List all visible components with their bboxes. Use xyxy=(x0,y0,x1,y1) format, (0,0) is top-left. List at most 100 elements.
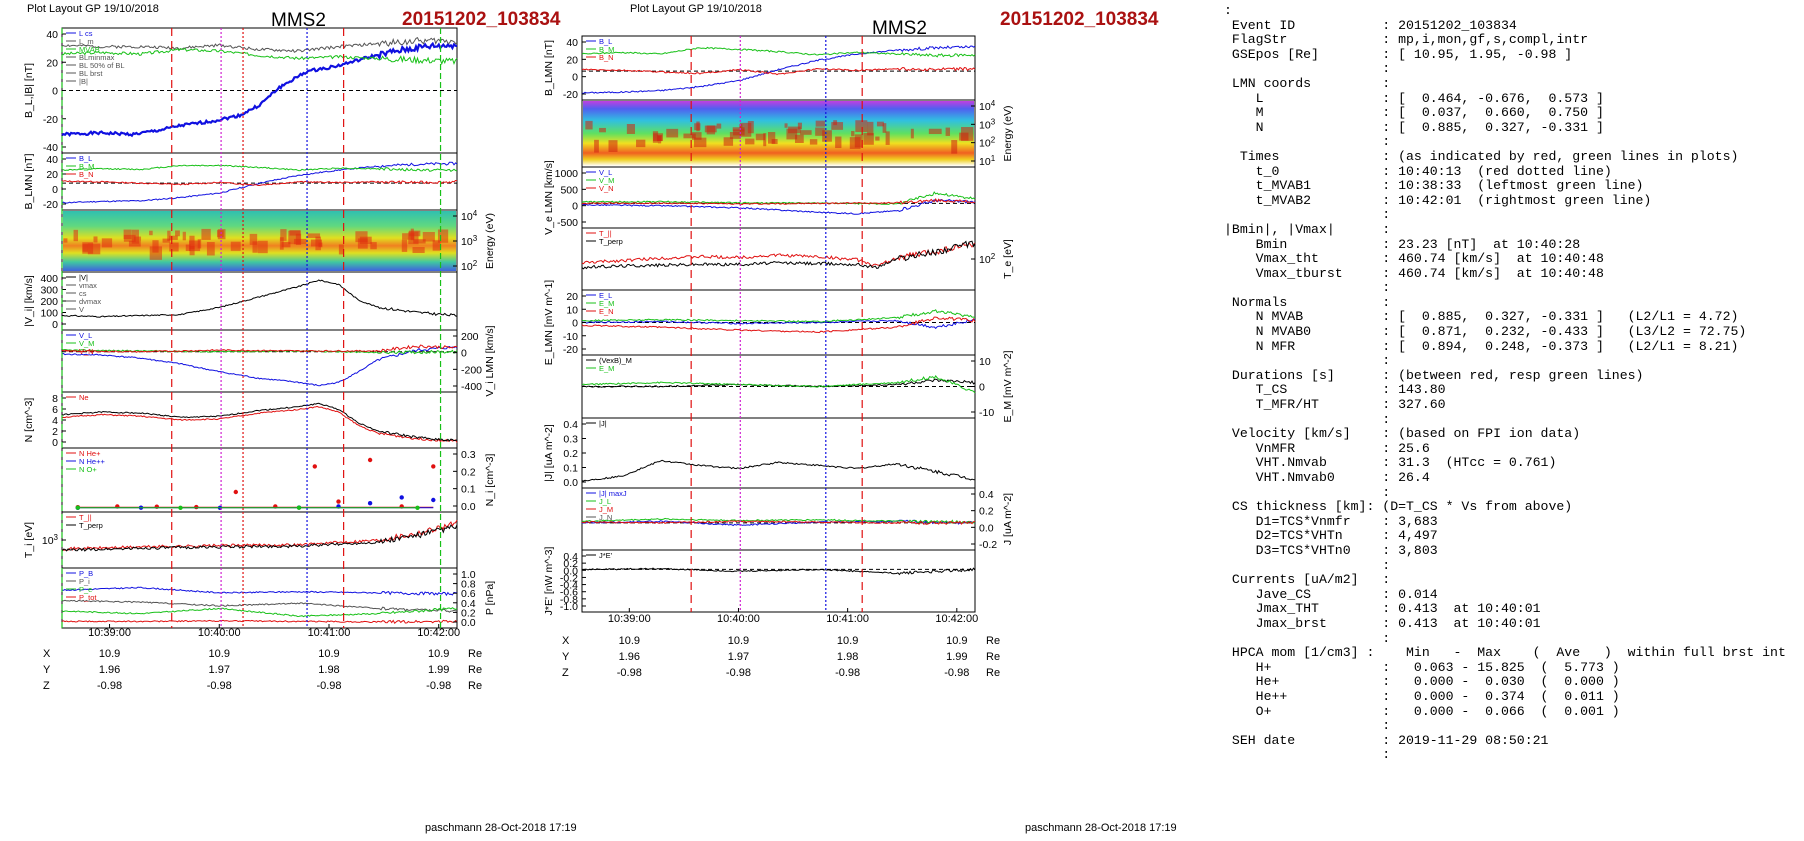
legend-entry: B_M xyxy=(79,162,94,171)
legend-entry: P_B xyxy=(79,569,93,578)
y-tick-label: -20 xyxy=(563,89,578,101)
y-tick-label: 0 xyxy=(52,437,58,449)
y-tick-label: 10 xyxy=(979,356,991,368)
y-tick-label: 0.2 xyxy=(563,558,578,570)
spectrogram-patch xyxy=(289,230,301,236)
y-tick-label: 0.0 xyxy=(563,565,578,577)
spectrogram-patch xyxy=(788,126,801,134)
legend-entry: BL 50% of BL xyxy=(79,61,125,70)
y-axis-label: B_LMN [nT] xyxy=(543,40,555,96)
info-line: N MVAB0 : [ 0.871, 0.232, -0.433 ] (L3/L… xyxy=(1224,325,1747,340)
legend-entry: V xyxy=(79,305,84,314)
spectrogram-patch xyxy=(189,240,201,252)
spectrogram-patch xyxy=(318,242,323,248)
series-line xyxy=(581,241,976,267)
spectrogram-patch xyxy=(82,244,88,252)
legend-entry: B_N xyxy=(79,170,94,179)
y-tick-label: 20 xyxy=(566,291,578,303)
legend-entry: E_M xyxy=(599,299,614,308)
y-tick-label: 20 xyxy=(46,169,58,181)
series-line xyxy=(581,45,976,94)
series-line xyxy=(581,309,976,323)
y-axis-label: N [cm^-3] xyxy=(23,398,35,443)
spectrogram-patch xyxy=(167,230,171,241)
y-tick-label: 0 xyxy=(52,319,58,331)
spectrogram-patch xyxy=(585,120,593,130)
series-line xyxy=(581,191,976,205)
y-tick-label: 0 xyxy=(52,184,58,196)
info-line: t_MVAB1 : 10:38:33 (leftmost green line) xyxy=(1224,179,1644,194)
y-tick-label: 2 xyxy=(52,426,58,438)
x-tick-label: 10:41:00 xyxy=(308,627,351,639)
y-tick-label: 20 xyxy=(566,54,578,66)
y-tick-label: -0.2 xyxy=(979,539,997,551)
series-line xyxy=(581,318,976,330)
data-point xyxy=(75,505,81,510)
spectrogram-patch xyxy=(169,242,179,252)
y-tick-label: 0 xyxy=(52,86,58,98)
series-line xyxy=(62,586,457,597)
spectrogram-patch xyxy=(189,246,195,256)
legend-entry: P_tot xyxy=(79,593,97,602)
spectrogram-patch xyxy=(437,229,449,243)
series-line xyxy=(581,459,976,482)
legend-entry: J_N xyxy=(599,513,612,522)
info-line: Normals : xyxy=(1224,295,1391,310)
info-line: Vmax_tburst : 460.74 [km/s] at 10:40:48 xyxy=(1224,266,1604,281)
spectrogram-patch xyxy=(162,238,170,243)
series-line xyxy=(581,520,976,525)
series-line xyxy=(581,46,976,58)
y-tick-label: 0.3 xyxy=(563,434,578,446)
spectrogram-patch xyxy=(257,240,268,254)
series-line xyxy=(61,161,458,204)
spectrogram-patch xyxy=(800,130,812,135)
legend-entry: dvmax xyxy=(79,297,101,306)
info-line: : xyxy=(1224,135,1391,150)
y-axis-label: T_i [eV] xyxy=(23,522,35,558)
info-line: M : [ 0.037, 0.660, 0.750 ] xyxy=(1224,106,1604,121)
spectrogram-patch xyxy=(594,139,599,153)
y-tick-label: 0 xyxy=(572,72,578,84)
y-tick-label: -20 xyxy=(563,344,578,356)
spectrogram-patch xyxy=(402,233,415,240)
data-point xyxy=(296,505,302,510)
position-value: -0.98 xyxy=(944,667,969,679)
energy-spectrogram xyxy=(583,101,974,166)
position-unit: Re xyxy=(468,664,482,676)
position-value: 10.9 xyxy=(619,635,640,647)
info-line: Jmax_THT : 0.413 at 10:40:01 xyxy=(1224,602,1541,617)
y-tick-label: 0.2 xyxy=(461,607,476,619)
data-point xyxy=(233,489,238,495)
y-tick-label: 1000 xyxy=(555,168,579,180)
spectrogram-patch xyxy=(359,236,372,245)
info-line: Vmax_tht : 460.74 [km/s] at 10:40:48 xyxy=(1224,252,1604,267)
info-line: Currents [uA/m2] : xyxy=(1224,573,1391,588)
series-line xyxy=(61,164,458,172)
series-line xyxy=(581,375,976,394)
spectrogram-patch xyxy=(723,137,734,146)
legend-entry: P_e xyxy=(79,585,92,594)
left-layout-label: Plot Layout GP 19/10/2018 xyxy=(27,3,159,15)
spectrogram-patch xyxy=(771,138,778,145)
legend-entry: V_M xyxy=(79,339,94,348)
info-line: Jave_CS : 0.014 xyxy=(1224,587,1438,602)
info-line: VHT.Nmvab : 31.3 (HTcc = 0.761) xyxy=(1224,456,1557,471)
data-point xyxy=(431,497,436,503)
legend-entry: V_L xyxy=(79,331,92,340)
series-line xyxy=(61,348,458,355)
spectrogram-patch xyxy=(217,229,226,240)
legend-entry: P_i xyxy=(79,577,90,586)
legend-entry: L cs xyxy=(79,29,93,38)
series-line xyxy=(61,619,458,624)
y-tick-label: 0.0 xyxy=(563,477,578,489)
y-tick-label: -500 xyxy=(557,217,578,229)
legend-entry: J*E' xyxy=(599,551,613,560)
spectrogram-patch xyxy=(732,127,745,132)
info-line: T_MFR/HT : 327.60 xyxy=(1224,398,1446,413)
position-value: 1.98 xyxy=(837,651,858,663)
spectrogram-patch xyxy=(683,133,696,139)
info-line: SEH date : 2019-11-29 08:50:21 xyxy=(1224,733,1549,748)
y-tick-label: -400 xyxy=(461,381,482,393)
spectrogram-patch xyxy=(101,238,113,248)
spectrogram-patch xyxy=(410,228,414,241)
